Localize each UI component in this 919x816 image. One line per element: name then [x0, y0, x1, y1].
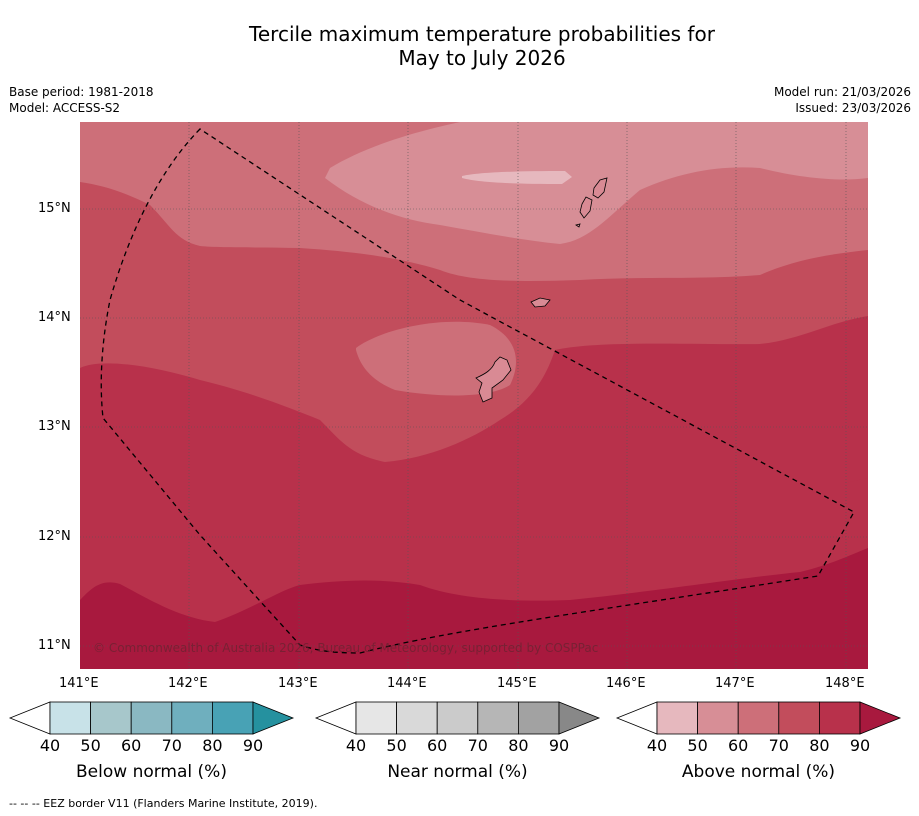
field-80-90 — [80, 316, 868, 669]
colorbar-tick: 40 — [345, 736, 367, 755]
colorbar-bin — [518, 701, 560, 735]
colorbar-extend-high — [558, 701, 601, 735]
colorbar-tick: 90 — [849, 736, 871, 755]
model-name: Model: ACCESS-S2 — [9, 101, 121, 115]
title-line-2: May to July 2026 — [398, 46, 566, 70]
chart-title: Tercile maximum temperature probabilitie… — [0, 22, 919, 70]
colorbar-bin — [211, 701, 254, 735]
title-line-1: Tercile maximum temperature probabilitie… — [249, 22, 715, 46]
issued-date: Issued: 23/03/2026 — [795, 101, 911, 115]
colorbar-tick: 60 — [121, 736, 142, 755]
field-50-60-north — [325, 122, 868, 244]
colorbar-above — [615, 701, 902, 735]
colorbar-tick: 40 — [646, 736, 668, 755]
lat-label: 14°N — [38, 310, 71, 325]
lat-label: 13°N — [38, 419, 71, 434]
colorbar-bin — [819, 701, 861, 735]
metadata-left: Base period: 1981-2018 Model: ACCESS-S2 — [9, 84, 154, 116]
island-tinian — [579, 196, 593, 219]
colorbar-tick: 40 — [39, 736, 61, 755]
colorbar-extend-low — [615, 701, 658, 735]
lon-label: 141°E — [59, 676, 99, 691]
colorbar-bin — [697, 701, 739, 735]
lat-label: 15°N — [38, 201, 71, 216]
colorbar-tick: 50 — [687, 736, 708, 755]
colorbar-bin — [656, 701, 698, 735]
colorbar-tick: 70 — [161, 736, 182, 755]
colorbar-tick: 80 — [809, 736, 830, 755]
lat-label: 11°N — [38, 638, 71, 653]
colorbar-extend-low — [314, 701, 357, 735]
base-period: Base period: 1981-2018 — [9, 85, 154, 99]
lon-label: 142°E — [168, 676, 208, 691]
colorbar-bin — [778, 701, 820, 735]
colorbar-tick: 90 — [242, 736, 264, 755]
lon-label: 146°E — [606, 676, 646, 691]
eez-border — [100, 128, 855, 654]
colorbar-tick: 90 — [548, 736, 570, 755]
colorbar-tick: 70 — [467, 736, 488, 755]
colorbar-bin — [436, 701, 479, 735]
colorbar-bin — [355, 701, 397, 735]
colorbar-below — [8, 701, 295, 735]
lon-label: 143°E — [278, 676, 318, 691]
lon-label: 147°E — [715, 676, 755, 691]
island-guam — [475, 356, 512, 403]
island-rota — [530, 297, 551, 308]
colorbars — [8, 701, 902, 735]
field-60-70-guam — [356, 321, 516, 396]
colorbar-tick: 60 — [728, 736, 749, 755]
lon-label: 145°E — [497, 676, 537, 691]
colorbar-extend-low — [8, 701, 51, 735]
colorbar-extend-high — [252, 701, 295, 735]
colorbar-bin — [90, 701, 132, 735]
colorbar-bin — [737, 701, 780, 735]
colorbar-bin — [477, 701, 519, 735]
field-40-50-north — [462, 171, 572, 184]
lat-label: 12°N — [38, 529, 71, 544]
colorbar-near — [314, 701, 601, 735]
colorbar-title: Below normal (%) — [76, 762, 227, 782]
island-aguijan — [575, 223, 581, 228]
copyright-credit: © Commonwealth of Australia 2026, Bureau… — [93, 641, 599, 655]
model-run: Model run: 21/03/2026 — [773, 85, 911, 99]
metadata-right: Model run: 21/03/2026 Issued: 23/03/2026 — [774, 84, 911, 116]
colorbar-title: Above normal (%) — [681, 762, 836, 782]
colorbar-bin — [396, 701, 438, 735]
colorbar-bin — [49, 701, 91, 735]
field-90-plus — [80, 548, 868, 669]
probability-field — [80, 122, 868, 669]
lon-label: 148°E — [825, 676, 865, 691]
eez-footnote: -- -- -- EEZ border V11 (Flanders Marine… — [9, 797, 318, 810]
field-80-90-east — [845, 478, 868, 508]
colorbar-title: Near normal (%) — [387, 762, 528, 782]
colorbar-tick: 60 — [427, 736, 448, 755]
colorbar-extend-high — [859, 701, 902, 735]
lon-label: 144°E — [387, 676, 427, 691]
colorbar-bin — [171, 701, 213, 735]
colorbar-tick: 50 — [386, 736, 407, 755]
colorbar-tick: 80 — [202, 736, 223, 755]
colorbar-tick: 80 — [508, 736, 529, 755]
colorbar-bin — [130, 701, 173, 735]
island-saipan — [592, 177, 608, 199]
colorbar-tick: 70 — [768, 736, 789, 755]
grid-lines — [80, 122, 868, 669]
colorbar-tick: 50 — [80, 736, 101, 755]
islands — [475, 177, 608, 403]
